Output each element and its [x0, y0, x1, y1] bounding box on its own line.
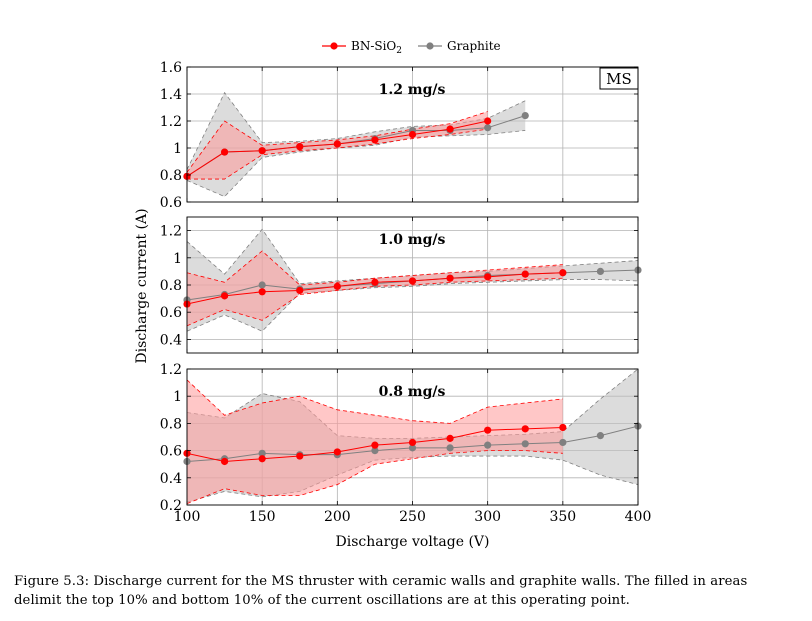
- y-tick-label: 0.8: [160, 278, 182, 294]
- y-tick-label: 1: [173, 251, 182, 267]
- bn-point: [484, 273, 492, 281]
- graphite-point: [521, 112, 529, 120]
- bn-point: [521, 425, 529, 433]
- graphite-point: [446, 444, 454, 452]
- bn-point: [333, 140, 341, 148]
- bn-point: [371, 136, 379, 144]
- bn-point: [408, 277, 417, 285]
- bn-point: [258, 288, 266, 296]
- bn-point: [296, 286, 304, 295]
- x-tick-label: 300: [474, 509, 501, 525]
- bn-point: [521, 270, 529, 278]
- bn-point: [446, 434, 454, 442]
- panel-3: 0.2 0.4 0.6 0.8 1 1.2 0.8 mg/s: [160, 362, 642, 514]
- bn-point: [371, 278, 379, 286]
- y-tick-label: 0.6: [160, 305, 182, 321]
- panel-title: 1.0 mg/s: [379, 232, 446, 248]
- y-tick-label: 0.6: [160, 444, 182, 460]
- bn-band: [187, 251, 563, 326]
- bn-band-upper: [187, 111, 488, 173]
- bn-point: [559, 269, 567, 277]
- bn-point: [408, 130, 417, 139]
- bn-point: [559, 423, 567, 432]
- bn-point: [296, 143, 304, 151]
- y-tick-label: 1.2: [160, 114, 182, 130]
- graphite-point: [596, 267, 605, 275]
- bn-point: [408, 438, 417, 447]
- graphite-point: [408, 444, 417, 452]
- graphite-band-lower: [187, 130, 526, 198]
- y-tick-label: 1: [173, 389, 182, 405]
- bn-band-upper: [187, 379, 563, 424]
- bn-band-lower: [187, 450, 563, 505]
- bn-point: [484, 426, 492, 434]
- graphite-point: [559, 438, 567, 447]
- panel-2: 0.4 0.6 0.8 1 1.2 1.0 mg/s: [160, 216, 642, 354]
- bn-point: [258, 455, 266, 463]
- panel-title: 0.8 mg/s: [379, 384, 446, 400]
- graphite-point: [484, 124, 492, 132]
- y-tick-label: 0.8: [160, 168, 182, 184]
- graphite-point: [521, 440, 529, 448]
- graphite-point: [484, 441, 492, 449]
- y-tick-label: 0.2: [160, 498, 182, 514]
- bn-point: [220, 148, 229, 156]
- y-tick-label: 1.6: [160, 60, 182, 76]
- bn-point: [371, 441, 379, 449]
- y-axis-label: Discharge current (A): [134, 208, 150, 363]
- y-tick-label: 1.2: [160, 362, 182, 378]
- y-tick-label: 0.4: [160, 471, 182, 487]
- legend-label: BN-SiO2: [351, 39, 402, 56]
- bn-band-upper: [187, 250, 563, 286]
- bn-point: [484, 117, 492, 125]
- y-tick-label: 0.4: [160, 332, 182, 348]
- y-tick-label: 0.8: [160, 416, 182, 432]
- y-tick-label: 1.2: [160, 224, 182, 240]
- graphite-point: [371, 447, 379, 455]
- figure-caption: Figure 5.3: Discharge current for the MS…: [14, 574, 748, 608]
- graphite-band-lower: [187, 279, 638, 332]
- panel-1: 0.6 0.8 1 1.2 1.4 1.6 1.2 mg/s MS: [160, 60, 639, 211]
- x-axis-label: Discharge voltage (V): [336, 534, 490, 550]
- graphite-point: [258, 449, 266, 457]
- bn-point: [220, 292, 229, 300]
- x-tick-label: 200: [324, 509, 351, 525]
- x-tick-label: 400: [625, 509, 652, 525]
- graphite-point: [258, 281, 266, 289]
- x-tick-label: 100: [174, 509, 201, 525]
- panel-title: 1.2 mg/s: [379, 82, 446, 98]
- chart: 0.6 0.8 1 1.2 1.4 1.6 1.2 mg/s MS 0.4 0.6 0.8 1 1.2 1…: [134, 39, 652, 550]
- x-tick-label: 250: [399, 509, 426, 525]
- legend-marker: [330, 42, 338, 50]
- y-tick-label: 1.4: [160, 87, 182, 103]
- bn-point: [333, 282, 341, 290]
- bn-band-lower: [187, 128, 488, 180]
- legend-label: Graphite: [447, 39, 501, 53]
- bn-point: [258, 147, 266, 155]
- graphite-point: [596, 432, 605, 440]
- bn-point: [333, 448, 341, 456]
- bn-point: [446, 274, 454, 282]
- y-tick-label: 1: [173, 141, 182, 157]
- bn-point: [220, 457, 229, 466]
- y-tick-label: 0.6: [160, 195, 182, 211]
- x-tick-label: 350: [549, 509, 576, 525]
- box-label: MS: [606, 70, 632, 88]
- bn-point: [296, 452, 304, 460]
- x-tick-label: 150: [249, 509, 276, 525]
- box-label-frame: [599, 67, 639, 90]
- legend-marker: [426, 42, 434, 50]
- bn-point: [446, 125, 454, 133]
- legend: BN-SiO2 Graphite: [322, 39, 501, 56]
